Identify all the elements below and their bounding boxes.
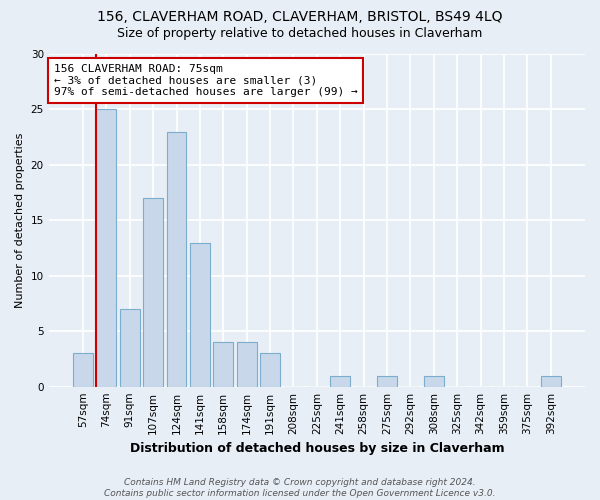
Bar	[97, 110, 116, 386]
Text: 156, CLAVERHAM ROAD, CLAVERHAM, BRISTOL, BS49 4LQ: 156, CLAVERHAM ROAD, CLAVERHAM, BRISTOL,…	[97, 10, 503, 24]
Bar	[120, 309, 140, 386]
Text: Contains HM Land Registry data © Crown copyright and database right 2024.
Contai: Contains HM Land Registry data © Crown c…	[104, 478, 496, 498]
X-axis label: Distribution of detached houses by size in Claverham: Distribution of detached houses by size …	[130, 442, 504, 455]
Bar	[190, 242, 210, 386]
Bar	[237, 342, 257, 386]
Bar	[73, 354, 93, 386]
Bar	[260, 354, 280, 386]
Text: Size of property relative to detached houses in Claverham: Size of property relative to detached ho…	[118, 28, 482, 40]
Bar	[377, 376, 397, 386]
Text: 156 CLAVERHAM ROAD: 75sqm
← 3% of detached houses are smaller (3)
97% of semi-de: 156 CLAVERHAM ROAD: 75sqm ← 3% of detach…	[54, 64, 358, 97]
Bar	[330, 376, 350, 386]
Bar	[214, 342, 233, 386]
Bar	[143, 198, 163, 386]
Bar	[541, 376, 560, 386]
Bar	[167, 132, 187, 386]
Y-axis label: Number of detached properties: Number of detached properties	[15, 132, 25, 308]
Bar	[424, 376, 443, 386]
